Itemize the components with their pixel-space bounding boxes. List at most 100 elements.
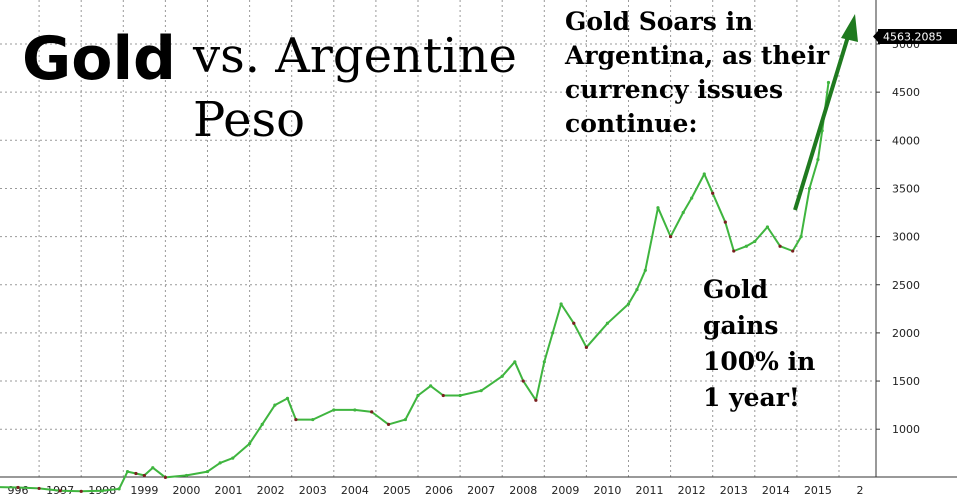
y-tick-label: 3500 (892, 182, 920, 195)
last-value-label: 4563.2085 (883, 31, 943, 44)
series-point (513, 360, 517, 364)
series-point (807, 186, 812, 191)
trend-arrowhead (841, 14, 858, 42)
y-tick-label: 1000 (892, 423, 920, 436)
x-tick-label: 2 (857, 484, 864, 497)
x-tick-label: 2001 (215, 484, 243, 497)
y-tick-label: 4000 (892, 134, 920, 147)
series-point (702, 172, 706, 176)
series-point (429, 384, 433, 388)
series-point (370, 410, 374, 414)
x-tick-label: 2000 (172, 484, 200, 497)
series-point (205, 469, 210, 474)
series-point (248, 442, 252, 446)
series-point (826, 80, 831, 85)
y-tick-label: 1500 (892, 375, 920, 388)
series-point (416, 393, 420, 398)
x-tick-label: 2012 (678, 484, 706, 497)
x-tick-label: 2002 (257, 484, 285, 497)
x-axis: 9961997199819992000200120022003200420052… (0, 476, 957, 497)
last-value-badge-pointer (873, 31, 878, 42)
title-vs-argentine: vs. Argentine (192, 28, 517, 84)
series-point (353, 408, 357, 412)
series-point (386, 422, 391, 426)
series-point (184, 473, 189, 478)
title-word-gold: Gold (22, 24, 176, 94)
annotation-mid-line-2: gains (703, 311, 778, 340)
series-point (572, 321, 576, 325)
x-tick-label: 2007 (467, 484, 495, 497)
series-point (37, 486, 41, 491)
series-layer (0, 80, 831, 493)
last-value-badge (878, 29, 957, 44)
series-point (635, 287, 639, 292)
series-point (218, 461, 222, 465)
series-point (58, 489, 62, 493)
series-point (816, 157, 820, 162)
series-point (753, 239, 757, 244)
x-tick-label: 2003 (299, 484, 327, 497)
annotation-mid-line-3: 100% in (703, 347, 815, 376)
x-tick-label: 2013 (720, 484, 748, 497)
grid-layer (0, 0, 873, 477)
series-point (294, 417, 298, 422)
series-point (791, 249, 795, 253)
series-point (79, 489, 83, 493)
series-point (273, 403, 277, 407)
y-tick-label: 2000 (892, 327, 920, 340)
series-point (732, 249, 736, 253)
series-point (311, 417, 315, 422)
series-point (16, 485, 20, 490)
trend-arrow (793, 29, 852, 211)
series-point (260, 422, 264, 426)
series-point (332, 408, 336, 412)
series-point (643, 268, 647, 272)
y-tick-label: 2500 (892, 279, 920, 292)
series-point (656, 206, 660, 210)
x-tick-label: 2004 (341, 484, 369, 497)
x-tick-label: 2011 (636, 484, 664, 497)
series-point (723, 220, 727, 224)
y-tick-label: 4500 (892, 86, 920, 99)
series-point (681, 210, 685, 215)
title-peso: Peso (193, 92, 305, 148)
series-point (117, 487, 121, 491)
series-point (285, 396, 290, 400)
series-point (765, 225, 770, 229)
x-tick-label: 2009 (551, 484, 579, 497)
series-point (479, 389, 483, 393)
series-point (142, 473, 146, 478)
series-point (458, 393, 462, 398)
series-point (778, 244, 782, 248)
series-point (163, 475, 167, 479)
series-point (441, 393, 445, 398)
x-tick-label: 2005 (383, 484, 411, 497)
series-point (626, 302, 631, 306)
series-point (403, 417, 407, 422)
annotation-mid-line-1: Gold (703, 275, 768, 304)
series-point (669, 235, 673, 239)
x-tick-label: 1999 (130, 484, 158, 497)
y-tick-label: 3000 (892, 231, 920, 244)
series-point (744, 244, 748, 248)
series-point (134, 471, 138, 476)
annotation-top-line-4: continue: (565, 109, 698, 138)
series-point (559, 302, 563, 306)
x-tick-label: 2008 (509, 484, 537, 497)
series-point (799, 235, 803, 239)
annotation-top-line-2: Argentina, as their (564, 41, 830, 70)
series-point (542, 360, 546, 364)
series-point (125, 469, 130, 474)
series-point (500, 374, 504, 378)
annotation-top-line-1: Gold Soars in (565, 7, 753, 36)
annotation-top-line-3: currency issues (565, 75, 783, 104)
series-point (551, 331, 555, 335)
series-point (690, 196, 694, 200)
x-tick-label: 2014 (762, 484, 790, 497)
annotation-mid-line-4: 1 year! (703, 383, 800, 412)
x-tick-label: 2010 (593, 484, 621, 497)
series-point (521, 379, 525, 383)
x-tick-label: 2006 (425, 484, 453, 497)
